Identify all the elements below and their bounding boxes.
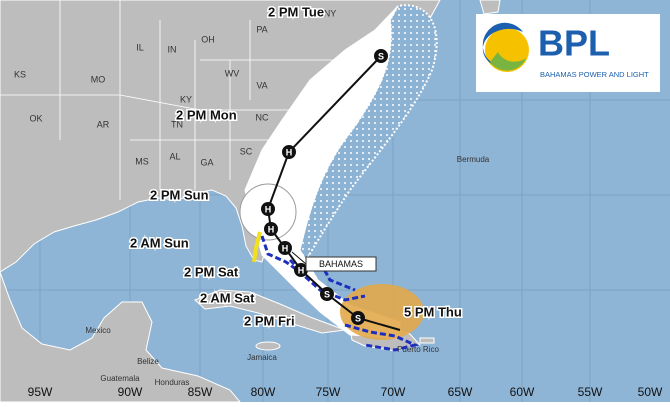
longitude-label: 70W (381, 385, 406, 399)
track-point (282, 145, 296, 159)
track-point (374, 49, 388, 63)
longitude-label: 95W (28, 385, 53, 399)
track-label: 2 PM Mon (176, 107, 237, 122)
state-label: SC (240, 146, 253, 156)
place-label: Honduras (155, 378, 190, 387)
track-point-letter: H (265, 204, 272, 214)
state-label: MS (135, 156, 149, 166)
logo-title: BPL (538, 23, 610, 64)
track-label: 2 PM Sun (150, 187, 209, 202)
state-label: GA (200, 157, 213, 167)
place-label: Puerto Rico (397, 345, 439, 354)
logo: BPL BAHAMAS POWER AND LIGHT (476, 14, 660, 92)
place-label: Guatemala (100, 374, 140, 383)
state-label: AR (97, 119, 110, 129)
track-point-letter: S (324, 289, 330, 299)
track-label: 5 PM Thu (404, 304, 462, 319)
longitude-label: 55W (578, 385, 603, 399)
callout-text: BAHAMAS (319, 259, 363, 269)
state-label: OH (201, 34, 215, 44)
callout-box (305, 256, 377, 272)
track-point (320, 287, 334, 301)
track-point-letter: H (286, 147, 293, 157)
longitude-label: 65W (448, 385, 473, 399)
longitude-label: 60W (510, 385, 535, 399)
track-label: 2 PM Sat (184, 264, 239, 279)
labels: 95W 90W 85W 80W 75W 70W 65W 60W 55W 50W KS MO IL IN OH… (14, 3, 663, 399)
state-label: NY (324, 8, 337, 18)
state-label: PA (256, 24, 267, 34)
state-label: KS (14, 69, 26, 79)
logo-subtitle: BAHAMAS POWER AND LIGHT (540, 70, 649, 79)
track-point-letter: H (282, 243, 289, 253)
logo-swoosh-green (490, 52, 526, 71)
track-point-letter: H (298, 265, 305, 275)
place-label: Bermuda (457, 155, 490, 164)
state-label: VA (256, 80, 267, 90)
place-label: Jamaica (247, 353, 277, 362)
state-label: IN (168, 44, 177, 54)
longitude-label: 50W (638, 385, 663, 399)
track-label: 2 AM Sun (130, 235, 189, 250)
track-point (351, 311, 365, 325)
track-point (261, 202, 275, 216)
track-point-letter: S (355, 313, 361, 323)
track-point (278, 241, 292, 255)
place-label: Mexico (85, 326, 111, 335)
wind-area (340, 284, 424, 340)
longitude-label: 85W (188, 385, 213, 399)
state-label: MO (91, 74, 106, 84)
callout-line (291, 251, 307, 265)
track-label: 2 PM Tue (268, 4, 324, 19)
track-point-letter: S (378, 51, 384, 61)
longitude-label: 75W (316, 385, 341, 399)
track-point (294, 263, 308, 277)
longitude-label: 80W (251, 385, 276, 399)
watch-line (252, 231, 262, 263)
state-label: AL (169, 151, 180, 161)
track-label: 2 PM Fri (244, 313, 295, 328)
state-label: NC (256, 112, 269, 122)
track-point (264, 222, 278, 236)
place-label: Belize (137, 357, 159, 366)
state-label: KY (180, 94, 192, 104)
track-label: 2 AM Sat (200, 290, 255, 305)
state-label: IL (136, 42, 144, 52)
track-point-letter: H (268, 224, 275, 234)
state-label: OK (29, 113, 42, 123)
state-label: TN (171, 119, 183, 129)
state-label: WV (225, 68, 240, 78)
longitude-label: 90W (118, 385, 143, 399)
